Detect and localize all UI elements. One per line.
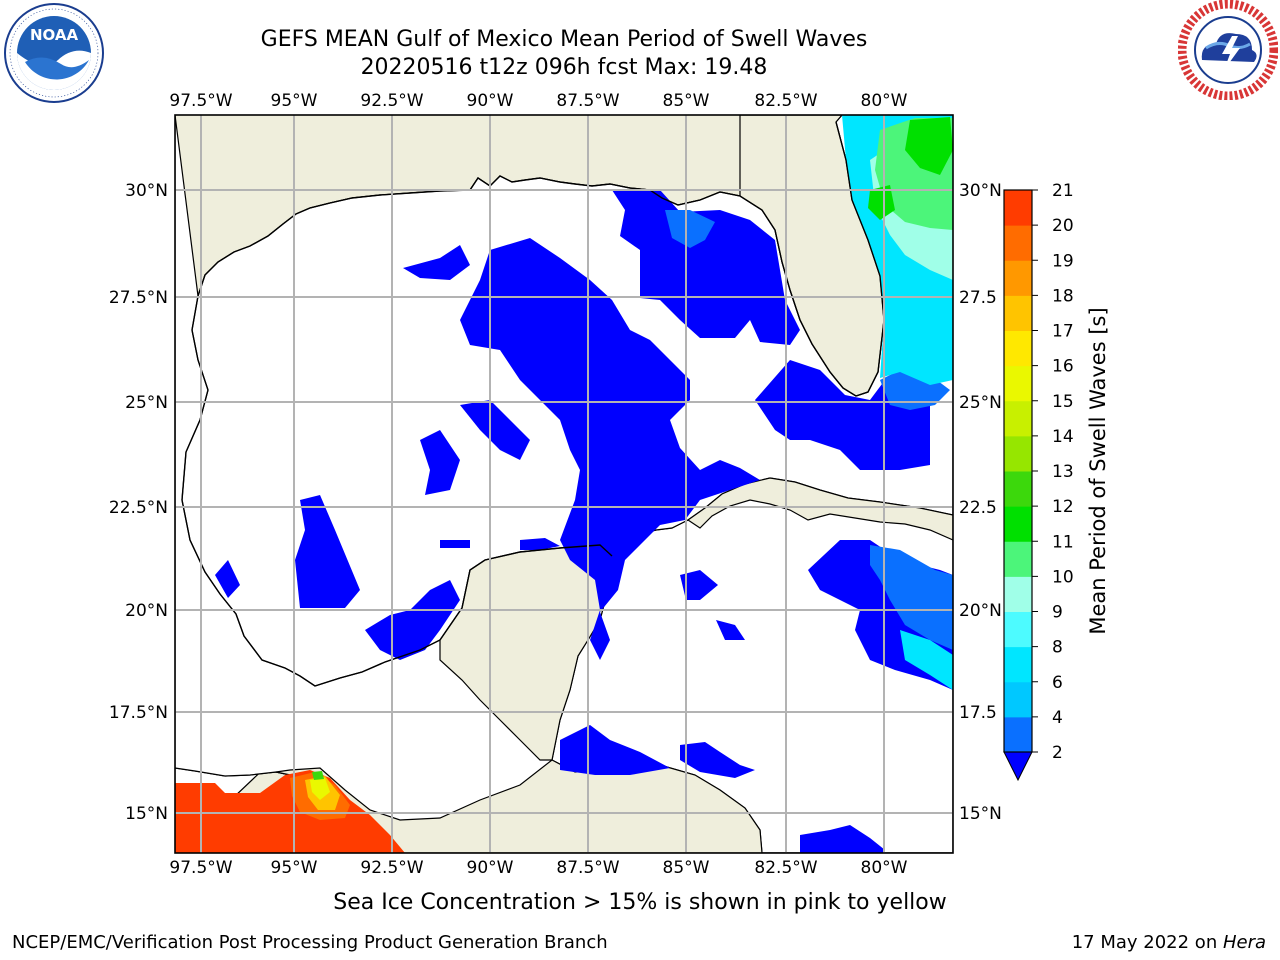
map-frame [174, 114, 954, 854]
colorbar-tick-label: 14 [1052, 427, 1074, 447]
nws-logo-icon [1178, 0, 1278, 100]
colorbar-tick-label: 8 [1052, 638, 1063, 658]
swell-pacific-regions [175, 770, 405, 853]
colorbar-extend-triangle [1003, 751, 1033, 782]
swell-lightblue-regions [665, 210, 953, 650]
footer-host: Hera [1222, 932, 1266, 953]
lat-label-right: 27.5 [959, 288, 997, 308]
lon-label-bottom: 87.5°W [556, 858, 619, 878]
colorbar-tick-label: 11 [1052, 532, 1074, 552]
colorbar-segment [1004, 295, 1032, 331]
footer-date: 17 May 2022 on Hera [1072, 932, 1266, 953]
colorbar-tick-label: 9 [1052, 603, 1063, 623]
noaa-logo-icon: NOAA [4, 3, 104, 103]
map-subtitle: 20220516 t12z 096h fcst Max: 19.48 [360, 55, 768, 80]
lat-label-right: 30°N [959, 181, 1002, 201]
lon-labels-top: 97.5°W 95°W 92.5°W 90°W 87.5°W 85°W 82.5°W 80°W [169, 91, 907, 111]
lon-label-bottom: 90°W [467, 858, 514, 878]
colorbar-segment [1004, 190, 1032, 226]
colorbar-tick-label: 18 [1052, 286, 1074, 306]
lat-label-left: 30°N [125, 181, 168, 201]
lat-label-right: 25°N [959, 393, 1002, 413]
colorbar-tick-label: 20 [1052, 216, 1074, 236]
colorbar-label: Mean Period of Swell Waves [s] [1086, 307, 1110, 634]
lat-label-left: 20°N [125, 601, 168, 621]
cuba-land [686, 477, 953, 541]
colorbar-tick-label: 10 [1052, 567, 1074, 587]
lat-label-right: 20°N [959, 601, 1002, 621]
lon-label-bottom: 85°W [663, 858, 710, 878]
colorbar-tick-label: 19 [1052, 251, 1074, 271]
colorbar-segment [1004, 576, 1032, 612]
lon-label-top: 97.5°W [169, 91, 232, 111]
colorbar-segment [1004, 646, 1032, 683]
lon-label-top: 90°W [467, 91, 514, 111]
lon-label-bottom: 97.5°W [169, 858, 232, 878]
lon-label-top: 85°W [663, 91, 710, 111]
lon-label-bottom: 95°W [271, 858, 318, 878]
colorbar-segment [1004, 506, 1032, 542]
lat-labels-left: 30°N 27.5°N 25°N 22.5°N 20°N 17.5°N 15°N [109, 181, 168, 824]
lon-label-top: 95°W [271, 91, 318, 111]
lat-label-right: 22.5 [959, 498, 997, 518]
colorbar-segment [1004, 260, 1032, 296]
colorbar-tick-label: 13 [1052, 462, 1074, 482]
colorbar-segment [1004, 471, 1032, 507]
lon-label-top: 82.5°W [754, 91, 817, 111]
lon-label-bottom: 82.5°W [754, 858, 817, 878]
colorbar-segment [1004, 611, 1032, 648]
colorbar: 2 4 6 8 9 10 11 12 13 14 15 16 17 18 19 20 21 [1003, 181, 1074, 782]
lon-labels-bottom: 97.5°W 95°W 92.5°W 90°W 87.5°W 85°W 82.5°W 80°W [169, 858, 907, 878]
lat-label-left: 27.5°N [109, 288, 168, 308]
colorbar-tick-label: 15 [1052, 392, 1074, 412]
lat-label-right: 15°N [959, 804, 1002, 824]
lat-label-left: 25°N [125, 393, 168, 413]
colorbar-segment [1004, 400, 1032, 437]
colorbar-tick-label: 2 [1052, 743, 1063, 763]
colorbar-tick-label: 16 [1052, 357, 1074, 377]
colorbar-segment [1004, 330, 1032, 367]
lat-label-left: 17.5°N [109, 703, 168, 723]
colorbar-tick-label: 6 [1052, 673, 1063, 693]
lat-labels-right: 30°N 27.5 25°N 22.5 20°N 17.5 15°N [959, 181, 1002, 824]
lat-label-right: 17.5 [959, 703, 997, 723]
lon-label-top: 87.5°W [556, 91, 619, 111]
lon-label-bottom: 80°W [861, 858, 908, 878]
colorbar-tick-label: 12 [1052, 497, 1074, 517]
colorbar-segment [1004, 435, 1032, 472]
colorbar-segment [1004, 365, 1032, 402]
footer-date-text: 17 May 2022 on [1071, 932, 1223, 953]
swell-darkgreen-regions [868, 117, 953, 220]
colorbar-segment [1004, 225, 1032, 261]
colorbar-tick-label: 17 [1052, 322, 1074, 342]
colorbar-segment [1004, 541, 1032, 577]
lon-label-top: 92.5°W [360, 91, 423, 111]
map-title: GEFS MEAN Gulf of Mexico Mean Period of … [260, 27, 868, 52]
colorbar-segment [1004, 681, 1032, 718]
footer-credit: NCEP/EMC/Verification Post Processing Pr… [12, 932, 608, 953]
coastline [197, 121, 885, 397]
colorbar-segment [1004, 716, 1032, 753]
lat-label-left: 15°N [125, 804, 168, 824]
lon-label-top: 80°W [861, 91, 908, 111]
lat-label-left: 22.5°N [109, 498, 168, 518]
map-gridlines [175, 115, 953, 853]
lon-label-bottom: 92.5°W [360, 858, 423, 878]
colorbar-tick-label: 4 [1052, 708, 1063, 728]
colorbar-tick-label: 21 [1052, 181, 1074, 201]
sea-ice-note: Sea Ice Concentration > 15% is shown in … [333, 890, 947, 915]
noaa-logo-text: NOAA [30, 26, 79, 44]
